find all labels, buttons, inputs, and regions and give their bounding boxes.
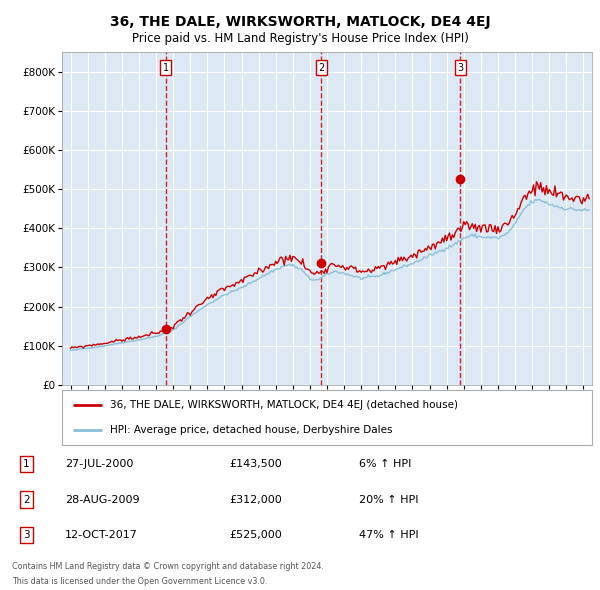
- Text: 47% ↑ HPI: 47% ↑ HPI: [359, 530, 418, 540]
- Text: 12-OCT-2017: 12-OCT-2017: [65, 530, 137, 540]
- Text: £143,500: £143,500: [229, 459, 282, 469]
- Text: £525,000: £525,000: [229, 530, 282, 540]
- Text: 27-JUL-2000: 27-JUL-2000: [65, 459, 133, 469]
- Text: 3: 3: [457, 63, 463, 73]
- Text: This data is licensed under the Open Government Licence v3.0.: This data is licensed under the Open Gov…: [12, 577, 267, 586]
- Text: 36, THE DALE, WIRKSWORTH, MATLOCK, DE4 4EJ: 36, THE DALE, WIRKSWORTH, MATLOCK, DE4 4…: [110, 15, 490, 29]
- Text: 6% ↑ HPI: 6% ↑ HPI: [359, 459, 411, 469]
- Text: Price paid vs. HM Land Registry's House Price Index (HPI): Price paid vs. HM Land Registry's House …: [131, 32, 469, 45]
- Text: HPI: Average price, detached house, Derbyshire Dales: HPI: Average price, detached house, Derb…: [110, 425, 392, 435]
- Text: 1: 1: [163, 63, 169, 73]
- Text: 3: 3: [23, 530, 30, 540]
- Text: £312,000: £312,000: [229, 494, 282, 504]
- Text: Contains HM Land Registry data © Crown copyright and database right 2024.: Contains HM Land Registry data © Crown c…: [12, 562, 324, 571]
- FancyBboxPatch shape: [62, 390, 592, 445]
- Text: 2: 2: [23, 494, 30, 504]
- Text: 28-AUG-2009: 28-AUG-2009: [65, 494, 139, 504]
- Text: 1: 1: [23, 459, 30, 469]
- Text: 36, THE DALE, WIRKSWORTH, MATLOCK, DE4 4EJ (detached house): 36, THE DALE, WIRKSWORTH, MATLOCK, DE4 4…: [110, 400, 458, 410]
- Text: 2: 2: [318, 63, 325, 73]
- Text: 20% ↑ HPI: 20% ↑ HPI: [359, 494, 418, 504]
